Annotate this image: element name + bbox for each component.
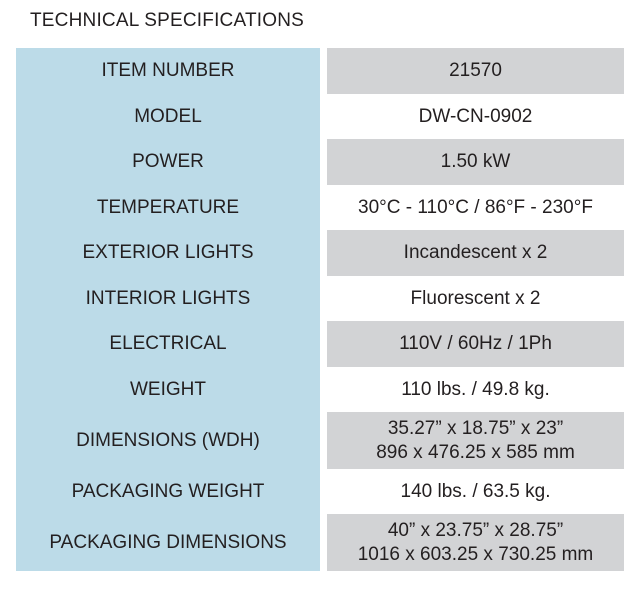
spec-row-interior-lights: INTERIOR LIGHTS Fluorescent x 2 bbox=[16, 276, 624, 321]
spec-value-line: 21570 bbox=[449, 60, 502, 81]
spec-value-line: Incandescent x 2 bbox=[403, 242, 548, 263]
spec-row-packaging-weight: PACKAGING WEIGHT 140 lbs. / 63.5 kg. bbox=[16, 469, 624, 514]
spec-value-line: 1016 x 603.25 x 730.25 mm bbox=[357, 543, 594, 565]
spec-value-line: 110 lbs. / 49.8 kg. bbox=[401, 378, 550, 400]
spec-value-line: 140 lbs. / 63.5 kg. bbox=[400, 480, 551, 502]
spec-label: MODEL bbox=[16, 94, 320, 139]
spec-value: 35.27” x 18.75” x 23” 896 x 476.25 x 585… bbox=[327, 412, 624, 469]
spec-value: 110 lbs. / 49.8 kg. bbox=[327, 367, 624, 412]
spec-value-line: 40” x 23.75” x 28.75” bbox=[387, 519, 564, 541]
spec-value: DW-CN-0902 bbox=[327, 94, 624, 139]
spec-row-packaging-dimensions: PACKAGING DIMENSIONS 40” x 23.75” x 28.7… bbox=[16, 514, 624, 571]
spec-value: 1.50 kW bbox=[327, 139, 624, 185]
spec-label: DIMENSIONS (WDH) bbox=[16, 412, 320, 469]
spec-value: 21570 bbox=[327, 48, 624, 94]
spec-row-power: POWER 1.50 kW bbox=[16, 139, 624, 185]
spec-row-model: MODEL DW-CN-0902 bbox=[16, 94, 624, 139]
spec-value-line: 1.50 kW bbox=[440, 151, 511, 172]
spec-row-electrical: ELECTRICAL 110V / 60Hz / 1Ph bbox=[16, 321, 624, 367]
page-title: TECHNICAL SPECIFICATIONS bbox=[30, 10, 305, 31]
spec-value: 140 lbs. / 63.5 kg. bbox=[327, 469, 624, 514]
spec-label: ELECTRICAL bbox=[16, 321, 320, 367]
spec-label: PACKAGING DIMENSIONS bbox=[16, 514, 320, 571]
spec-label: POWER bbox=[16, 139, 320, 185]
spec-value-line: Fluorescent x 2 bbox=[410, 287, 541, 309]
spec-row-temperature: TEMPERATURE 30°C - 110°C / 86°F - 230°F bbox=[16, 185, 624, 230]
spec-label: ITEM NUMBER bbox=[16, 48, 320, 94]
spec-label: INTERIOR LIGHTS bbox=[16, 276, 320, 321]
spec-value-line: 896 x 476.25 x 585 mm bbox=[376, 441, 575, 463]
spec-value: 30°C - 110°C / 86°F - 230°F bbox=[327, 185, 624, 230]
spec-row-exterior-lights: EXTERIOR LIGHTS Incandescent x 2 bbox=[16, 230, 624, 276]
spec-label: WEIGHT bbox=[16, 367, 320, 412]
spec-row-item-number: ITEM NUMBER 21570 bbox=[16, 48, 624, 94]
spec-value-line: DW-CN-0902 bbox=[418, 105, 533, 127]
spec-value: Incandescent x 2 bbox=[327, 230, 624, 276]
spec-table: ITEM NUMBER 21570 MODEL DW-CN-0902 POWER… bbox=[16, 48, 624, 571]
spec-value: 110V / 60Hz / 1Ph bbox=[327, 321, 624, 367]
spec-value-line: 110V / 60Hz / 1Ph bbox=[399, 333, 552, 354]
spec-label: EXTERIOR LIGHTS bbox=[16, 230, 320, 276]
spec-label: PACKAGING WEIGHT bbox=[16, 469, 320, 514]
spec-value-line: 30°C - 110°C / 86°F - 230°F bbox=[358, 196, 593, 218]
spec-value-line: 35.27” x 18.75” x 23” bbox=[387, 417, 564, 439]
spec-row-dimensions: DIMENSIONS (WDH) 35.27” x 18.75” x 23” 8… bbox=[16, 412, 624, 469]
spec-row-weight: WEIGHT 110 lbs. / 49.8 kg. bbox=[16, 367, 624, 412]
spec-label: TEMPERATURE bbox=[16, 185, 320, 230]
spec-value: 40” x 23.75” x 28.75” 1016 x 603.25 x 73… bbox=[327, 514, 624, 571]
spec-value: Fluorescent x 2 bbox=[327, 276, 624, 321]
